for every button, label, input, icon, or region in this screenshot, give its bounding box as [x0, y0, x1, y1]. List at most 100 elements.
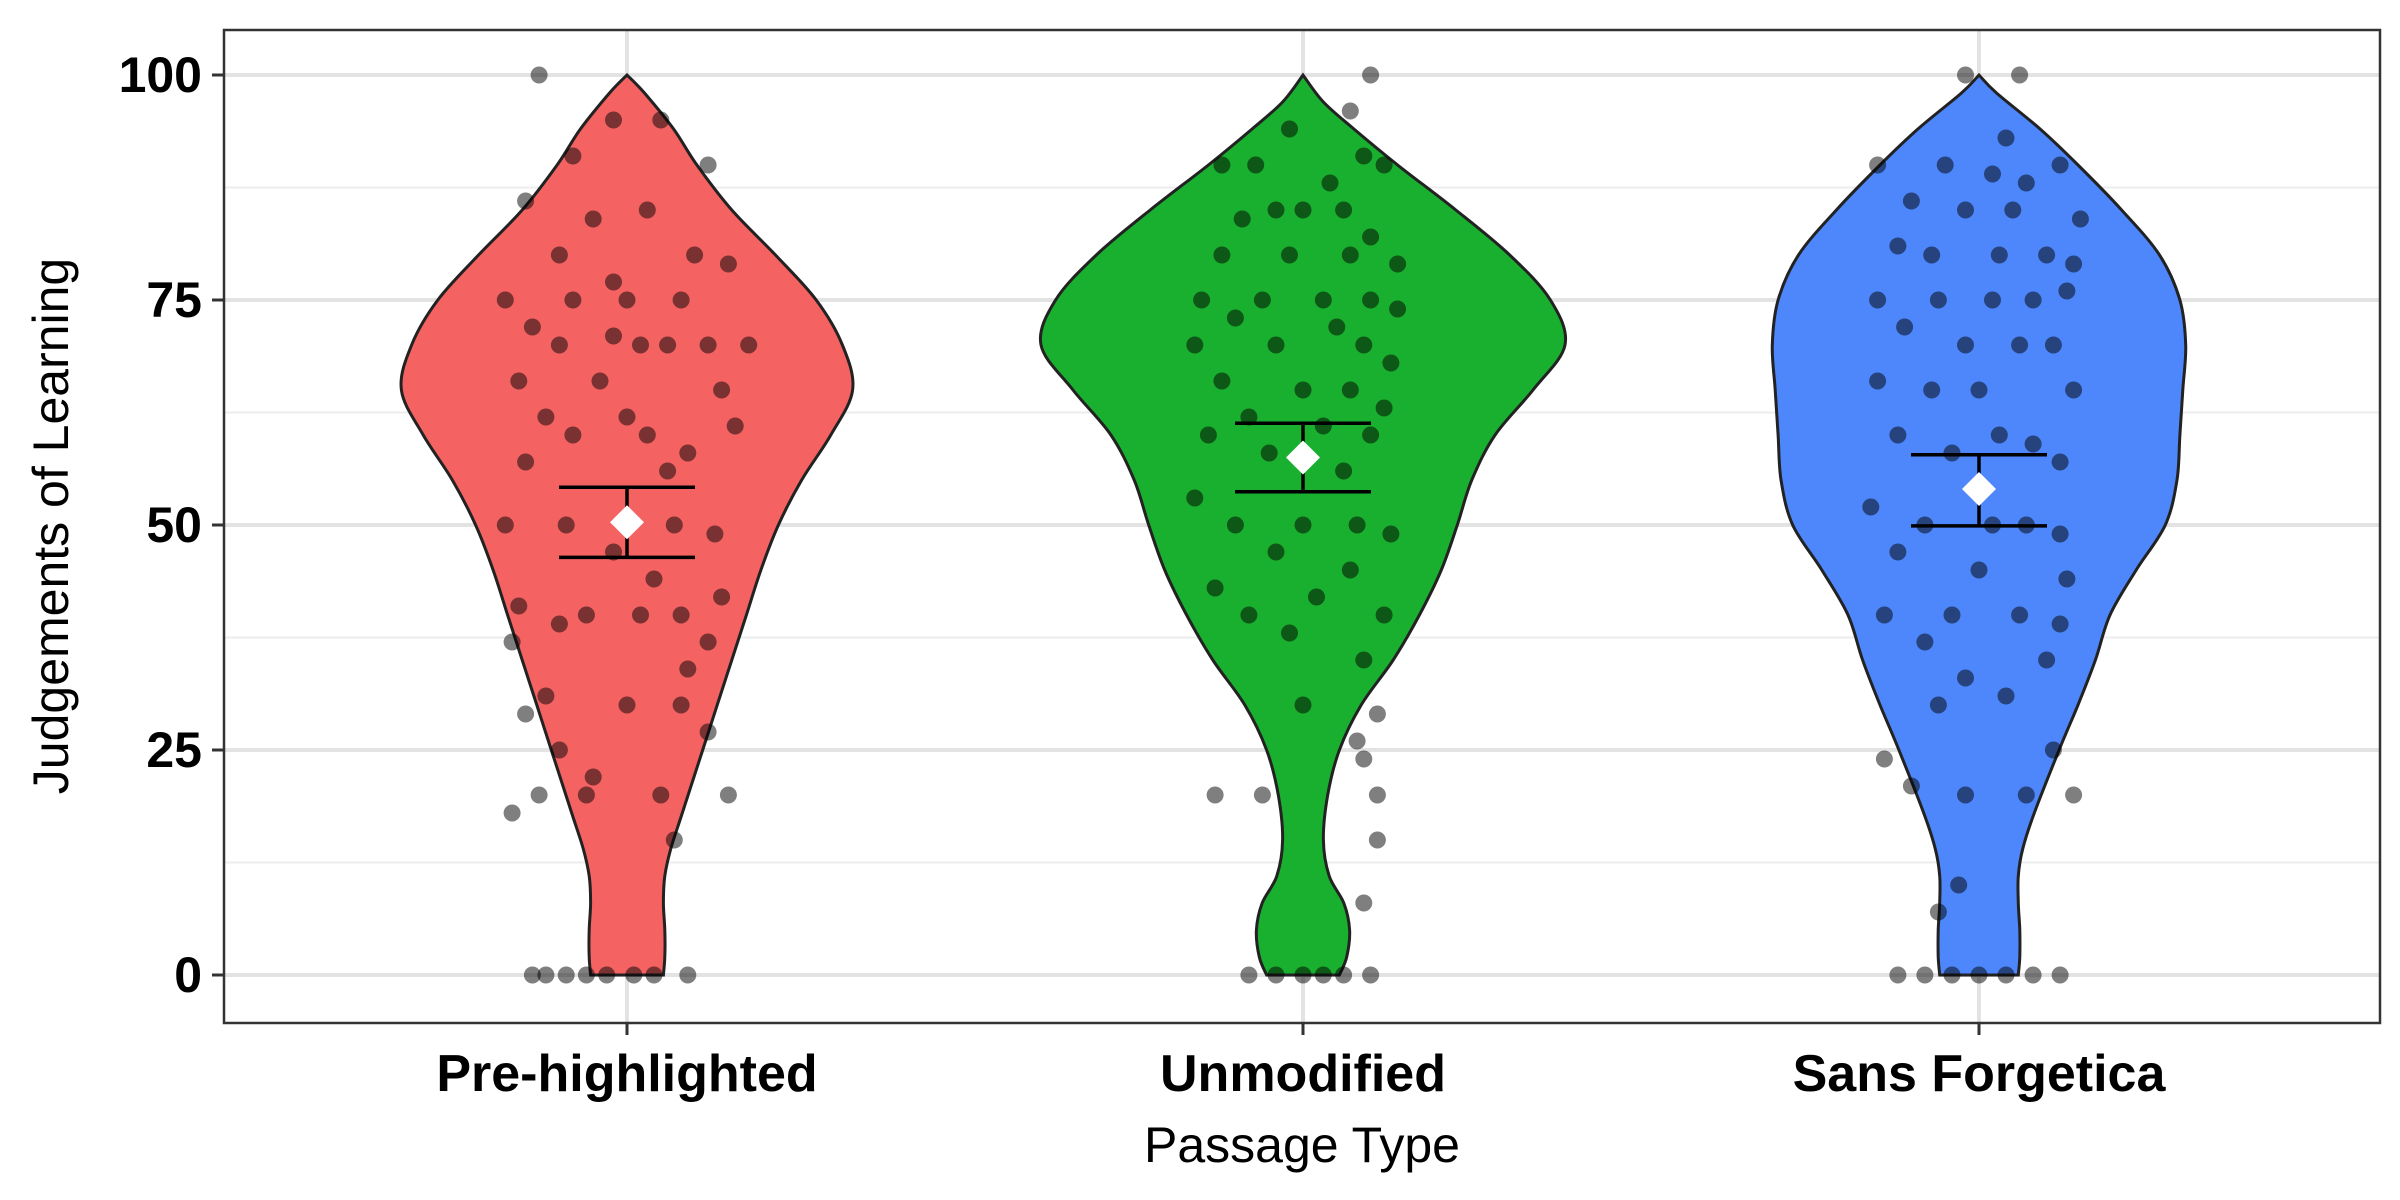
data-point: [740, 336, 758, 354]
y-tick-label: 0: [174, 947, 202, 1003]
data-point: [1341, 102, 1359, 120]
data-point: [638, 426, 656, 444]
data-point: [550, 246, 568, 264]
data-point: [699, 336, 717, 354]
data-point: [1889, 966, 1907, 984]
data-point: [503, 804, 521, 822]
data-point: [550, 336, 568, 354]
data-point: [1869, 291, 1887, 309]
data-point: [1314, 966, 1332, 984]
data-point: [1267, 336, 1285, 354]
data-point: [564, 147, 582, 165]
x-axis: Pre-highlighted Unmodified Sans Forgetica: [436, 1023, 2166, 1103]
data-point: [1984, 165, 2001, 183]
data-point: [1362, 66, 1380, 84]
data-point: [1321, 174, 1339, 192]
data-point: [2024, 435, 2042, 453]
data-point: [1341, 561, 1359, 579]
data-point: [1990, 426, 2008, 444]
data-point: [1355, 651, 1373, 669]
data-point: [2065, 381, 2083, 399]
data-point: [1341, 246, 1359, 264]
data-point: [2011, 336, 2029, 354]
data-point: [2038, 651, 2056, 669]
data-point: [1226, 516, 1244, 534]
data-point: [1957, 669, 1974, 687]
data-point: [672, 606, 690, 624]
data-point: [1355, 894, 1373, 912]
data-point: [1970, 966, 1988, 984]
data-point: [2065, 786, 2083, 804]
data-point: [1997, 687, 2015, 705]
data-point: [1226, 309, 1244, 327]
data-point: [1957, 66, 1974, 84]
data-point: [1294, 381, 1312, 399]
data-point: [496, 516, 514, 534]
data-point: [1186, 336, 1204, 354]
data-point: [719, 786, 737, 804]
data-point: [1294, 696, 1312, 714]
data-point: [665, 831, 683, 849]
data-point: [652, 111, 670, 129]
data-point: [632, 606, 649, 624]
data-point: [645, 966, 663, 984]
data-point: [1355, 147, 1373, 165]
data-point: [2004, 201, 2022, 219]
data-point: [1240, 606, 1258, 624]
data-point: [659, 336, 677, 354]
data-point: [1875, 606, 1893, 624]
data-point: [2065, 255, 2083, 273]
data-point: [1984, 291, 2001, 309]
data-point: [1314, 291, 1332, 309]
data-point: [577, 606, 595, 624]
data-point: [699, 723, 717, 741]
data-point: [584, 768, 602, 786]
data-point: [517, 705, 535, 723]
data-point: [591, 372, 609, 390]
data-point: [1260, 444, 1278, 462]
data-point: [1929, 696, 1947, 714]
data-point: [625, 966, 643, 984]
data-point: [550, 741, 568, 759]
data-point: [510, 372, 528, 390]
data-point: [686, 246, 704, 264]
data-point: [632, 336, 649, 354]
x-tick-label: Unmodified: [1160, 1045, 1446, 1103]
y-tick-label: 25: [146, 722, 202, 778]
data-point: [530, 66, 548, 84]
jitter-points: [496, 66, 2089, 984]
data-point: [503, 633, 521, 651]
data-point: [1916, 633, 1934, 651]
data-point: [1348, 732, 1366, 750]
data-point: [659, 462, 677, 480]
data-point: [1375, 606, 1393, 624]
data-point: [496, 291, 514, 309]
data-point: [1970, 561, 1988, 579]
data-point: [1314, 417, 1332, 435]
data-point: [1253, 291, 1271, 309]
data-point: [1294, 201, 1312, 219]
data-point: [1335, 966, 1353, 984]
data-point: [2017, 786, 2035, 804]
data-point: [1902, 192, 1920, 210]
data-point: [1862, 498, 1880, 516]
data-point: [1213, 372, 1231, 390]
data-point: [1382, 525, 1400, 543]
data-point: [1929, 291, 1947, 309]
data-point: [699, 156, 717, 174]
data-point: [719, 255, 737, 273]
data-point: [672, 291, 690, 309]
data-point: [1213, 246, 1231, 264]
data-point: [1240, 408, 1258, 426]
x-axis-title: Passage Type: [1144, 1117, 1460, 1173]
data-point: [2071, 210, 2089, 228]
data-point: [1267, 543, 1285, 561]
x-tick-label: Sans Forgetica: [1793, 1045, 2167, 1103]
data-point: [510, 597, 528, 615]
data-point: [679, 966, 697, 984]
data-point: [699, 633, 717, 651]
data-point: [1362, 426, 1380, 444]
data-point: [1375, 156, 1393, 174]
data-point: [1328, 318, 1346, 336]
